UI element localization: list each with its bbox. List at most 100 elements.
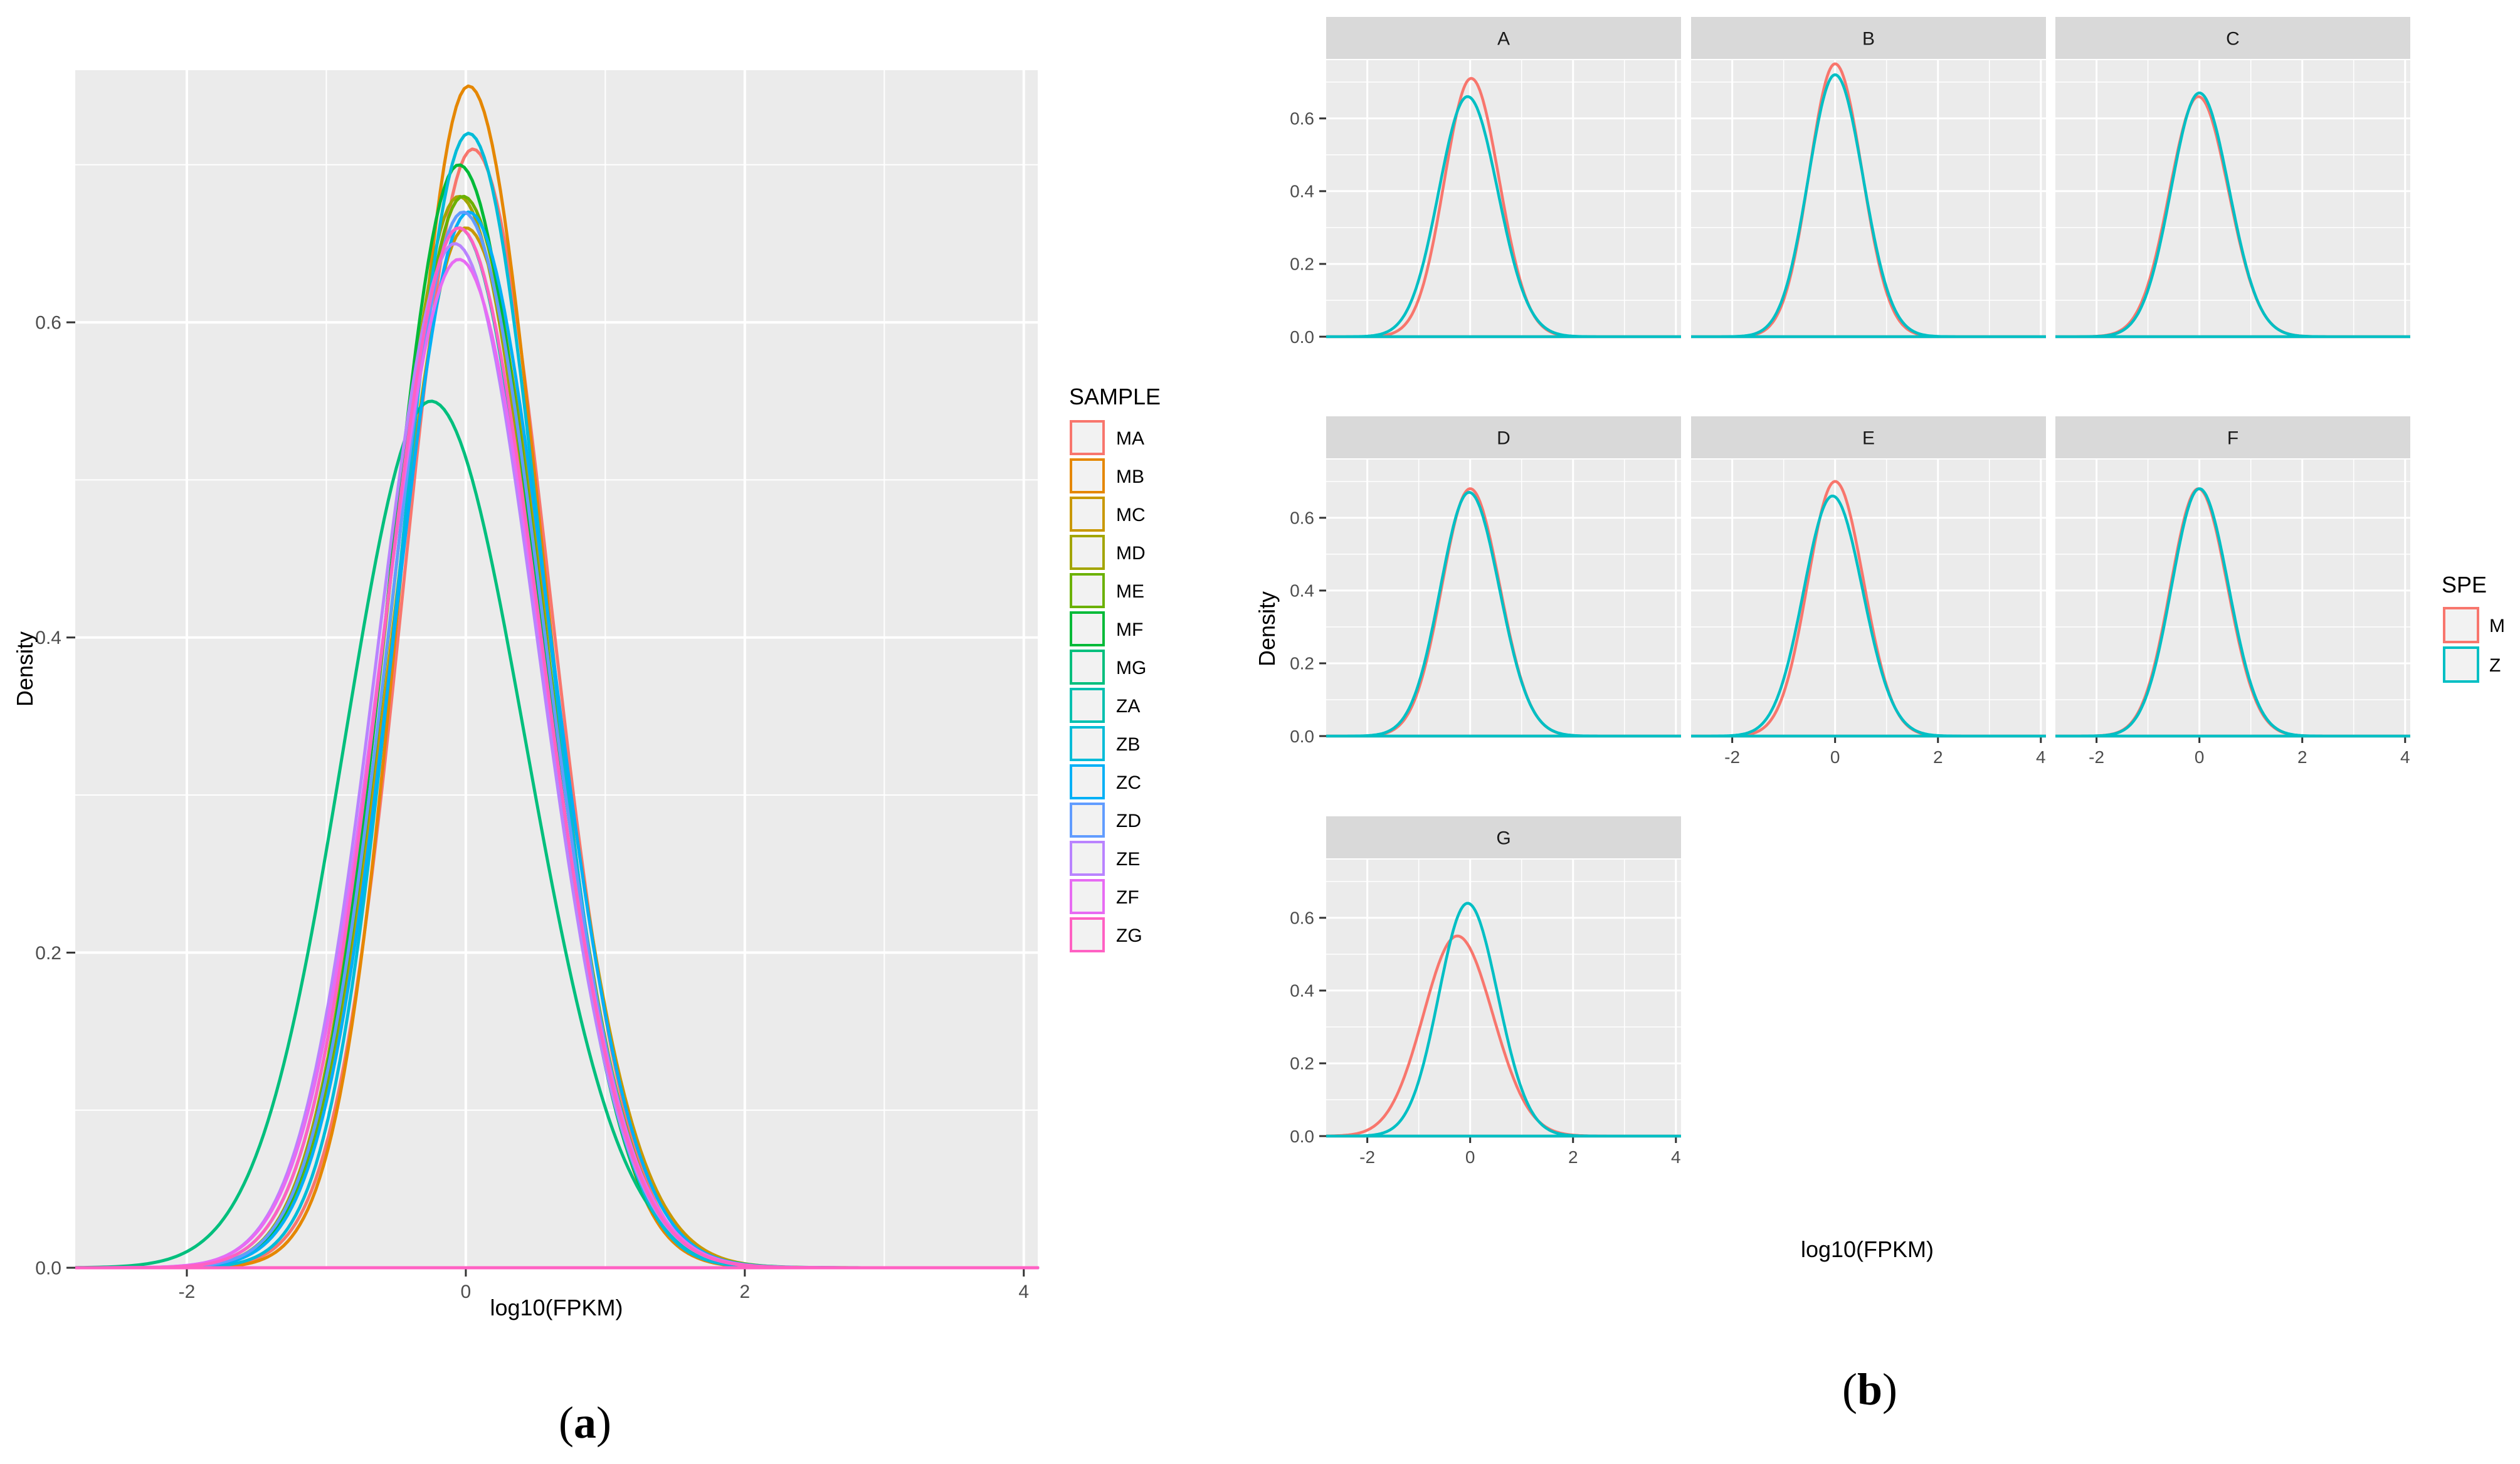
- panel-a-legend-label-zd: ZD: [1116, 811, 1141, 831]
- panel-b-facet-b-strip: [1691, 17, 2046, 59]
- panel-b-legend-label-m: M: [2489, 616, 2505, 636]
- panel-b-facet-f-background: [2055, 460, 2410, 736]
- panel-b-facet-b: B: [1691, 17, 2046, 339]
- panel-b-facet-g-y-tick-label-2: 0.4: [1290, 981, 1314, 1001]
- panel-b-facet-e: E -2 0 2 4: [1691, 416, 2046, 767]
- panel-a-legend-key-zc: [1070, 764, 1105, 799]
- panel-b-facet-a-y-tick-label-3: 0.6: [1290, 109, 1314, 129]
- panel-b-facet-c-background: [2055, 60, 2410, 337]
- panel-b-facet-g-strip-label: G: [1496, 828, 1510, 849]
- panel-b-facet-a-strip-label: A: [1497, 29, 1510, 50]
- panel-a: -2 0 2 4 0.0 0.2 0.4 0.6 log10(FPKM) Density SAMPL…: [12, 70, 1161, 1320]
- panel-b-facet-d-density-line-z: [1326, 491, 1681, 738]
- panel-b-facet-f-strip: [2055, 416, 2410, 458]
- panel-b-facet-c: C: [2055, 17, 2410, 339]
- panel-a-legend-key-mb: [1070, 458, 1105, 493]
- panel-a-legend-key-zg: [1070, 917, 1105, 952]
- panel-a-legend-label-zg: ZG: [1116, 925, 1142, 946]
- panel-b-legend-key-z: [2443, 646, 2479, 683]
- panel-a-legend-label-ze: ZE: [1116, 849, 1140, 870]
- panel-b-facet-g-x-tick-label-1: 0: [1465, 1147, 1475, 1167]
- panel-b-facet-e-x-tick-label-1: 0: [1830, 747, 1840, 767]
- panel-a-legend-label-md: MD: [1116, 543, 1146, 564]
- panel-a-y-axis-title: Density: [12, 631, 38, 707]
- panel-a-legend-label-mg: MG: [1116, 658, 1146, 678]
- panel-a-background: [75, 70, 1038, 1268]
- panel-b-facet-g-x-tick-label-3: 4: [1671, 1147, 1681, 1167]
- panel-a-legend-label-za: ZA: [1116, 696, 1140, 717]
- panel-a-legend-key-zb: [1070, 726, 1105, 761]
- panel-a-legend-key-mg: [1070, 650, 1105, 685]
- panel-a-caption-open: (: [559, 1398, 574, 1448]
- panel-b-facet-f-x-tick-label-1: 0: [2195, 747, 2205, 767]
- panel-a-x-tick-label-3: 4: [1018, 1282, 1029, 1302]
- panel-b-facet-d-y-tick-label-2: 0.4: [1290, 581, 1314, 601]
- panel-b-caption-close: ): [1882, 1364, 1897, 1414]
- panel-b-facet-g-background: [1326, 860, 1681, 1136]
- panel-b-caption-open: (: [1842, 1364, 1857, 1414]
- panel-b-facet-f-x-tick-label-0: -2: [2089, 747, 2104, 767]
- panel-b-facet-c-strip-label: C: [2226, 29, 2240, 50]
- panel-a-legend-title: SAMPLE: [1069, 384, 1161, 409]
- panel-b-facet-b-background: [1691, 60, 2046, 337]
- panel-b-facet-a-y-tick-label-1: 0.2: [1290, 255, 1314, 274]
- panel-b-facet-a-y-tick-label-2: 0.4: [1290, 182, 1314, 201]
- panel-a-legend-label-me: ME: [1116, 581, 1144, 602]
- panel-b-facet-g-strip: [1326, 816, 1681, 858]
- panel-b-facet-g-y-tick-label-0: 0.0: [1290, 1127, 1314, 1146]
- panel-b-facet-c-density-line-z: [2055, 92, 2410, 339]
- panel-b-legend-title: SPE: [2442, 572, 2487, 598]
- panel-b-facet-b-density-line-z: [1691, 73, 2046, 339]
- panel-b-facet-d-y-tick-label-3: 0.6: [1290, 508, 1314, 528]
- panel-b-legend-label-z: Z: [2489, 655, 2501, 676]
- panel-b-facet-d-y-tick-label-1: 0.2: [1290, 654, 1314, 673]
- panel-a-x-tick-label-2: 2: [739, 1282, 750, 1302]
- panel-b-facet-g-density-line-z: [1326, 902, 1681, 1138]
- panel-b-facet-d-strip-label: D: [1497, 428, 1510, 449]
- panel-a-caption: (a): [559, 1398, 611, 1448]
- panel-b-facet-g-y-tick-label-3: 0.6: [1290, 908, 1314, 928]
- panel-b-facet-a-strip: [1326, 17, 1681, 59]
- panel-b-facet-g-y-tick-label-1: 0.2: [1290, 1054, 1314, 1073]
- panel-b-facet-f-x-tick-label-3: 4: [2400, 747, 2410, 767]
- panel-b-facet-g-x-tick-label-0: -2: [1359, 1147, 1375, 1167]
- panel-b-x-axis-title: log10(FPKM): [1801, 1236, 1934, 1262]
- panel-b-facet-f: F -2 0 2 4: [2055, 416, 2410, 767]
- panel-a-legend-key-mf: [1070, 611, 1105, 646]
- panel-a-caption-letter: a: [574, 1398, 596, 1448]
- panel-a-x-tick-label-1: 0: [461, 1282, 472, 1302]
- panel-a-legend-key-md: [1070, 535, 1105, 570]
- panel-b-facet-f-x-tick-label-2: 2: [2297, 747, 2307, 767]
- panel-b-facet-d: D 0.0 0.2 0.4 0.6: [1290, 416, 1681, 746]
- panel-b-facet-e-x-tick-label-2: 2: [1933, 747, 1943, 767]
- panel-b-facet-g: G -2 0 2 4 0.0 0.2 0.4 0.6: [1290, 816, 1681, 1167]
- panel-a-y-tick-label-2: 0.4: [35, 628, 61, 648]
- panel-b-facet-e-strip-label: E: [1862, 428, 1875, 449]
- panel-b-facet-f-density-line-z: [2055, 487, 2410, 738]
- panel-a-legend-key-mc: [1070, 497, 1105, 532]
- panel-b-facet-d-strip: [1326, 416, 1681, 458]
- panel-a-legend-label-ma: MA: [1116, 428, 1144, 449]
- panel-a-legend-label-zf: ZF: [1116, 887, 1139, 908]
- panel-b-legend-key-m: [2443, 607, 2479, 643]
- panel-b-facet-a: A 0.0 0.2 0.4 0.6: [1290, 17, 1681, 347]
- panel-a-y-tick-label-0: 0.0: [35, 1258, 61, 1279]
- panel-a-legend-key-za: [1070, 688, 1105, 723]
- panel-b-facet-e-x-tick-label-0: -2: [1724, 747, 1740, 767]
- panel-a-legend-label-mc: MC: [1116, 505, 1146, 525]
- panel-a-legend-key-zf: [1070, 879, 1105, 914]
- panel-a-legend-key-ma: [1070, 420, 1105, 455]
- panel-a-caption-close: ): [596, 1398, 611, 1448]
- panel-b-facet-e-strip: [1691, 416, 2046, 458]
- panel-a-x-axis-title: log10(FPKM): [490, 1295, 623, 1320]
- panel-a-y-tick-label-3: 0.6: [35, 313, 61, 334]
- panel-a-x-tick-label-0: -2: [179, 1282, 196, 1302]
- panel-a-legend-label-mf: MF: [1116, 619, 1143, 640]
- panel-b-facet-a-y-tick-label-0: 0.0: [1290, 327, 1314, 347]
- panel-a-legend-key-ze: [1070, 841, 1105, 876]
- panel-b-facet-e-x-tick-label-3: 4: [2036, 747, 2046, 767]
- panel-a-legend-key-zd: [1070, 803, 1105, 838]
- panel-b-caption: (b): [1842, 1364, 1897, 1414]
- panel-b-facet-d-y-tick-label-0: 0.0: [1290, 727, 1314, 746]
